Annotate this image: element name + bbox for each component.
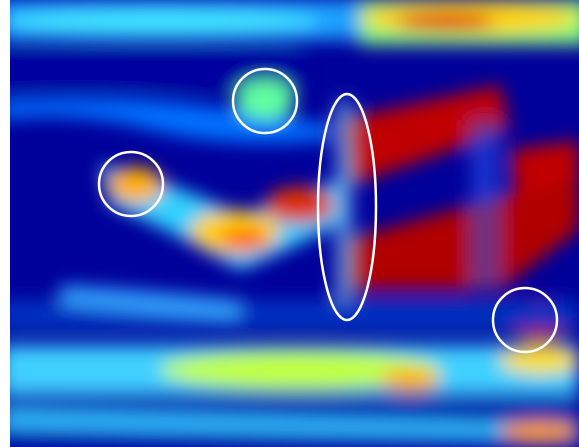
page: (() => { const data = JSON.parse(documen… xyxy=(0,0,579,447)
heatmap xyxy=(0,0,579,447)
heatmap-figure xyxy=(0,0,579,447)
